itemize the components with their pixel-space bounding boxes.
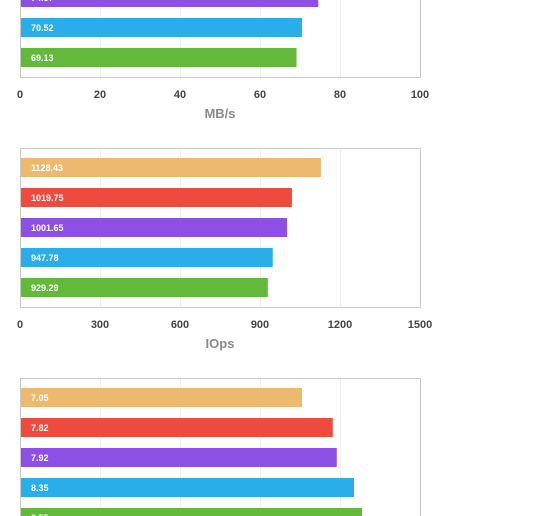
bar-value-label: 947.78: [31, 253, 59, 263]
bar: [21, 478, 354, 497]
x-tick-label: 600: [171, 319, 189, 331]
x-axis-title: IOps: [206, 336, 235, 351]
bar-value-label: 7.05: [31, 393, 49, 403]
bar: [21, 18, 303, 37]
x-tick-label: 100: [411, 89, 429, 101]
chart-1: 74.57 70.52 69.13 0 20 40 60 80 100 MB/s: [17, 0, 429, 121]
x-tick-label: 900: [251, 319, 269, 331]
bar: [21, 388, 302, 407]
plot-frame: [20, 148, 421, 308]
bar-value-label: 7.92: [31, 453, 49, 463]
bar-value-label: 70.52: [31, 23, 54, 33]
bar: [21, 218, 288, 237]
bar-value-label: 8.55: [31, 513, 49, 516]
x-tick-label: 40: [174, 89, 186, 101]
bar: [21, 48, 297, 67]
bar-value-label: 8.35: [31, 483, 49, 493]
bar-value-label: 74.57: [31, 0, 54, 3]
plot-frame: [20, 378, 421, 516]
bar: [21, 508, 362, 516]
x-tick-label: 0: [17, 319, 23, 331]
x-tick-label: 300: [91, 319, 109, 331]
x-tick-label: 1500: [408, 319, 432, 331]
bar-value-label: 929.29: [31, 283, 59, 293]
bar: [21, 158, 321, 177]
bar-value-label: 69.13: [31, 53, 54, 63]
bar: [21, 0, 319, 7]
x-tick-label: 0: [17, 89, 23, 101]
bar: [21, 248, 273, 267]
bar-value-label: 1128.43: [31, 163, 63, 173]
x-tick-label: 1200: [328, 319, 352, 331]
bar-value-label: 1001.65: [31, 223, 64, 233]
bar-value-label: 1019.75: [31, 193, 64, 203]
plot-frame: [20, 0, 421, 78]
bar: [21, 278, 268, 297]
chart-2: 1128.43 1019.75 1001.65 947.78 929.29 0 300 600…: [17, 148, 432, 351]
chart-3: 7.05 7.82 7.92 8.35 8.55: [20, 378, 421, 516]
bar: [21, 448, 337, 467]
x-tick-label: 60: [254, 89, 266, 101]
x-tick-label: 20: [94, 89, 106, 101]
bar: [21, 418, 333, 437]
bar: [21, 188, 292, 207]
bar-value-label: 7.82: [31, 423, 49, 433]
x-tick-label: 80: [334, 89, 346, 101]
x-axis-title: MB/s: [204, 106, 235, 121]
